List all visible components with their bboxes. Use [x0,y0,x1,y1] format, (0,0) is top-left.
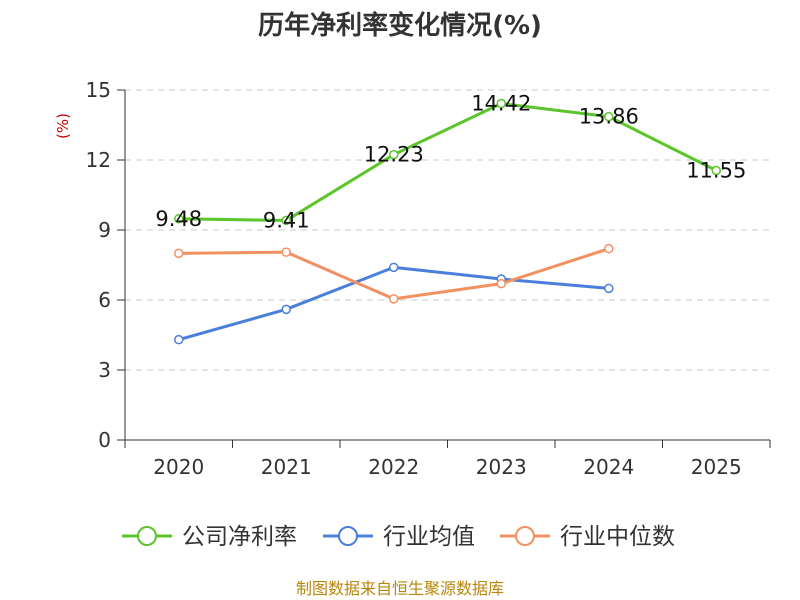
y-tick-label: 3 [98,358,111,382]
x-tick-label: 2020 [153,455,204,479]
data-point [389,149,399,160]
x-axis-ticks: 2020 2021 2022 2023 2024 2025 [124,440,771,479]
data-point [174,214,184,224]
legend-label: 公司净利率 [182,524,297,550]
y-axis-label: (%) [54,113,72,139]
data-point [389,294,399,304]
x-tick-label: 2025 [691,455,742,479]
y-axis-ticks: 0 3 6 9 12 15 [86,78,125,452]
data-label: 14.42 [471,92,531,116]
series-line [178,102,717,222]
x-tick-label: 2022 [368,455,419,479]
data-label: 9.48 [155,207,202,231]
series-line [178,247,610,301]
legend-marker [338,526,358,546]
legend-item: 行业均值 [323,524,475,550]
legend-label: 行业均值 [383,524,475,550]
legend: 公司净利率 行业均值 行业中位数 [122,524,675,550]
data-point [174,248,184,259]
data-point [604,283,614,294]
data-point [604,111,614,122]
data-point [711,165,721,176]
y-tick-label: 12 [86,148,111,172]
y-tick-label: 9 [98,218,111,242]
data-label: 9.41 [263,208,310,232]
data-label: 11.55 [686,159,746,183]
data-point [604,243,614,254]
legend-item: 公司净利率 [122,524,297,550]
series-lines: 9.48 9.41 12.23 14.42 13.86 11.55 [155,92,746,345]
data-point [389,262,399,273]
data-point [496,278,506,289]
legend-marker [137,526,157,546]
data-point [281,215,291,226]
x-tick-label: 2021 [261,455,312,479]
x-tick-label: 2024 [583,455,634,479]
gridlines [125,89,770,371]
x-tick-label: 2023 [476,455,527,479]
y-tick-label: 15 [86,78,111,102]
legend-marker [515,526,535,546]
y-tick-label: 6 [98,288,111,312]
data-point [281,304,291,315]
legend-item: 行业中位数 [500,524,675,550]
data-point [174,334,184,345]
data-point [281,247,291,257]
source-note: 制图数据来自恒生聚源数据库 [296,579,504,598]
y-tick-label: 0 [98,428,111,452]
data-label: 12.23 [364,143,424,167]
legend-label: 行业中位数 [560,524,675,550]
chart-title: 历年净利率变化情况(%) [258,10,542,41]
axes [124,90,770,441]
data-point [496,98,506,109]
data-label: 13.86 [579,105,639,129]
